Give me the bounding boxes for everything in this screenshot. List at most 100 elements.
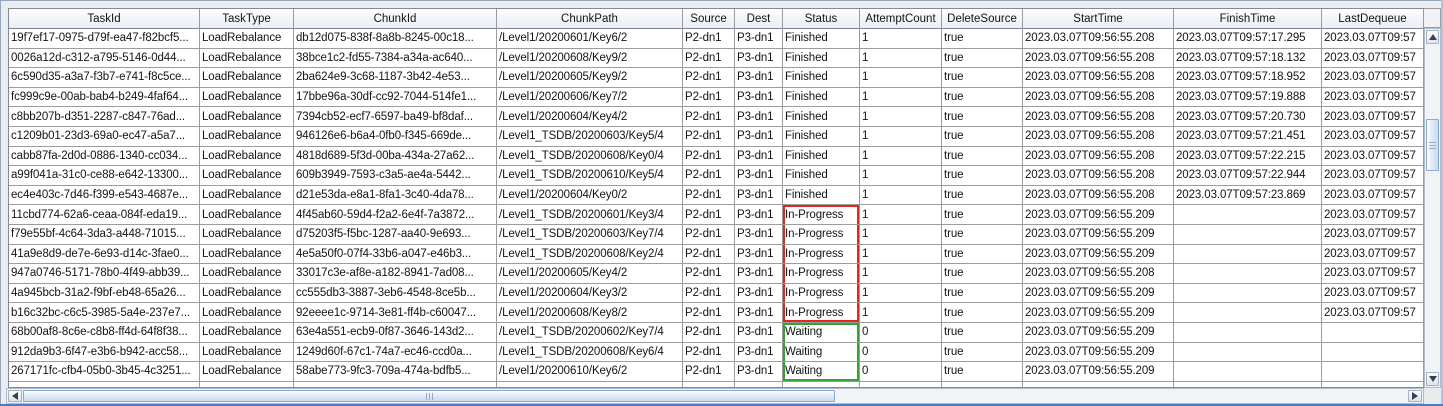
cell-source[interactable]: P2-dn1 [683, 244, 735, 265]
cell-status[interactable]: Finished [783, 68, 860, 88]
cell-startTime[interactable]: 2023.03.07T09:56:55.209 [1023, 283, 1174, 304]
cell-deleteSource[interactable]: true [942, 283, 1023, 304]
cell-attemptCount[interactable]: 1 [860, 244, 942, 265]
cell-lastDequeue[interactable]: 2023.03.07T09:57 [1322, 166, 1424, 186]
cell-dest[interactable]: P3-dn1 [735, 107, 783, 127]
cell-taskId[interactable]: a99f041a-31c0-ce88-e642-13300... [9, 166, 200, 186]
cell-taskType[interactable]: LoadRebalance [200, 48, 294, 69]
table-row[interactable]: 947a0746-5171-78b0-4f49-abb39... LoadReba… [9, 264, 1424, 284]
cell-startTime[interactable]: 2023.03.07T09:56:55.208 [1023, 107, 1174, 127]
cell-chunkPath[interactable]: /Level1/20200604/Key3/2 [497, 283, 683, 304]
cell-startTime[interactable]: 2023.03.07T09:56:55.209 [1023, 342, 1174, 363]
cell-finishTime[interactable]: 2023.03.07T09:57:18.132 [1174, 48, 1322, 69]
cell-finishTime[interactable] [1174, 205, 1322, 225]
cell-deleteSource[interactable]: true [942, 48, 1023, 69]
cell-deleteSource[interactable]: true [942, 107, 1023, 127]
cell-lastDequeue[interactable]: 2023.03.07T09:57 [1322, 303, 1424, 323]
cell-status[interactable]: In-Progress [783, 244, 860, 265]
column-header-startTime[interactable]: StartTime [1023, 9, 1174, 29]
cell-taskId[interactable]: fc999c9e-00ab-bab4-b249-4faf64... [9, 87, 200, 108]
cell-attemptCount[interactable]: 1 [860, 166, 942, 186]
cell-attemptCount[interactable]: 1 [860, 126, 942, 147]
cell-attemptCount[interactable]: 1 [860, 283, 942, 304]
cell-taskType[interactable]: LoadRebalance [200, 185, 294, 206]
column-header-deleteSource[interactable]: DeleteSource [942, 9, 1023, 29]
cell-chunkId[interactable]: d75203f5-f5bc-1287-aa40-9e693... [294, 224, 497, 245]
cell-startTime[interactable]: 2023.03.07T09:56:55.208 [1023, 87, 1174, 108]
cell-lastDequeue[interactable]: 2023.03.07T09:57 [1322, 264, 1424, 284]
cell-lastDequeue[interactable]: 2023.03.07T09:57 [1322, 185, 1424, 206]
cell-lastDequeue[interactable] [1322, 362, 1424, 382]
cell-dest[interactable]: P3-dn1 [735, 362, 783, 382]
table-row[interactable]: 6c590d35-a3a7-f3b7-e741-f8c5ce... LoadReb… [9, 68, 1424, 88]
cell-attemptCount[interactable]: 1 [860, 224, 942, 245]
cell-taskId[interactable]: f79e55bf-4c64-3da3-a448-71015... [9, 224, 200, 245]
cell-startTime[interactable]: 2023.03.07T09:56:55.209 [1023, 322, 1174, 343]
table-row[interactable]: 4a945bcb-31a2-f9bf-eb48-65a26... LoadReba… [9, 283, 1424, 304]
cell-taskId[interactable]: 267171fc-cfb4-05b0-3b45-4c3251... [9, 362, 200, 382]
table-row[interactable]: c1209b01-23d3-69a0-ec47-a5a7... LoadRebal… [9, 126, 1424, 147]
cell-chunkId[interactable]: d21e53da-e8a1-8fa1-3c40-4da78... [294, 185, 497, 206]
table-row[interactable]: 912da9b3-6f47-e3b6-b942-acc58... LoadReba… [9, 342, 1424, 363]
cell-deleteSource[interactable]: true [942, 342, 1023, 363]
cell-deleteSource[interactable]: true [942, 322, 1023, 343]
cell-taskType[interactable]: LoadRebalance [200, 107, 294, 127]
cell-startTime[interactable]: 2023.03.07T09:56:55.209 [1023, 362, 1174, 382]
cell-status[interactable]: Waiting [783, 362, 860, 382]
cell-taskType[interactable]: LoadRebalance [200, 29, 294, 49]
cell-source[interactable]: P2-dn1 [683, 303, 735, 323]
cell-status[interactable]: Finished [783, 166, 860, 186]
scroll-left-button[interactable] [8, 390, 22, 402]
table-row[interactable]: a99f041a-31c0-ce88-e642-13300... LoadReba… [9, 166, 1424, 186]
cell-dest[interactable]: P3-dn1 [735, 68, 783, 88]
cell-startTime[interactable]: 2023.03.07T09:56:55.208 [1023, 29, 1174, 49]
cell-deleteSource[interactable]: true [942, 205, 1023, 225]
cell-taskId[interactable]: ec4e403c-7d46-f399-e543-4687e... [9, 185, 200, 206]
cell-source[interactable]: P2-dn1 [683, 264, 735, 284]
cell-chunkPath[interactable]: /Level1_TSDB/20200603/Key7/4 [497, 224, 683, 245]
cell-dest[interactable]: P3-dn1 [735, 166, 783, 186]
cell-finishTime[interactable] [1174, 362, 1322, 382]
cell-source[interactable]: P2-dn1 [683, 166, 735, 186]
cell-chunkPath[interactable]: /Level1/20200604/Key4/2 [497, 107, 683, 127]
cell-chunkPath[interactable]: /Level1_TSDB/20200608/Key2/4 [497, 244, 683, 265]
cell-taskType[interactable]: LoadRebalance [200, 87, 294, 108]
cell-attemptCount[interactable]: 1 [860, 264, 942, 284]
cell-deleteSource[interactable]: true [942, 185, 1023, 206]
cell-attemptCount[interactable]: 1 [860, 205, 942, 225]
table-row[interactable]: 19f7ef17-0975-d79f-ea47-f82bcf5... LoadRe… [9, 29, 1424, 49]
column-header-chunkId[interactable]: ChunkId [294, 9, 497, 29]
table-row[interactable]: fc999c9e-00ab-bab4-b249-4faf64... LoadReb… [9, 87, 1424, 108]
scroll-up-button[interactable] [1426, 30, 1439, 44]
cell-source[interactable]: P2-dn1 [683, 29, 735, 49]
cell-taskType[interactable]: LoadRebalance [200, 322, 294, 343]
cell-source[interactable]: P2-dn1 [683, 205, 735, 225]
cell-startTime[interactable]: 2023.03.07T09:56:55.208 [1023, 185, 1174, 206]
cell-lastDequeue[interactable]: 2023.03.07T09:57 [1322, 244, 1424, 265]
cell-dest[interactable]: P3-dn1 [735, 244, 783, 265]
cell-lastDequeue[interactable]: 2023.03.07T09:57 [1322, 107, 1424, 127]
cell-taskType[interactable]: LoadRebalance [200, 146, 294, 167]
cell-taskId[interactable]: b16c32bc-c6c5-3985-5a4e-237e7... [9, 303, 200, 323]
cell-dest[interactable]: P3-dn1 [735, 342, 783, 363]
cell-chunkId[interactable]: 946126e6-b6a4-0fb0-f345-669de... [294, 126, 497, 147]
cell-status[interactable]: Finished [783, 107, 860, 127]
cell-deleteSource[interactable]: true [942, 166, 1023, 186]
cell-status[interactable]: Finished [783, 126, 860, 147]
cell-deleteSource[interactable]: true [942, 224, 1023, 245]
cell-attemptCount[interactable]: 0 [860, 322, 942, 343]
cell-source[interactable]: P2-dn1 [683, 48, 735, 69]
column-header-attemptCount[interactable]: AttemptCount [860, 9, 942, 29]
horizontal-scrollbar-thumb[interactable] [23, 390, 835, 402]
cell-startTime[interactable]: 2023.03.07T09:56:55.208 [1023, 126, 1174, 147]
cell-deleteSource[interactable]: true [942, 264, 1023, 284]
cell-chunkPath[interactable]: /Level1/20200601/Key6/2 [497, 29, 683, 49]
cell-taskId[interactable]: cabb87fa-2d0d-0886-1340-cc034... [9, 146, 200, 167]
cell-chunkId[interactable]: 92eeee1c-9714-3e81-ff4b-c60047... [294, 303, 497, 323]
cell-dest[interactable]: P3-dn1 [735, 322, 783, 343]
cell-chunkPath[interactable]: /Level1/20200606/Key7/2 [497, 87, 683, 108]
cell-dest[interactable]: P3-dn1 [735, 87, 783, 108]
cell-taskId[interactable]: 19f7ef17-0975-d79f-ea47-f82bcf5... [9, 29, 200, 49]
cell-status[interactable]: Finished [783, 87, 860, 108]
cell-deleteSource[interactable]: true [942, 244, 1023, 265]
